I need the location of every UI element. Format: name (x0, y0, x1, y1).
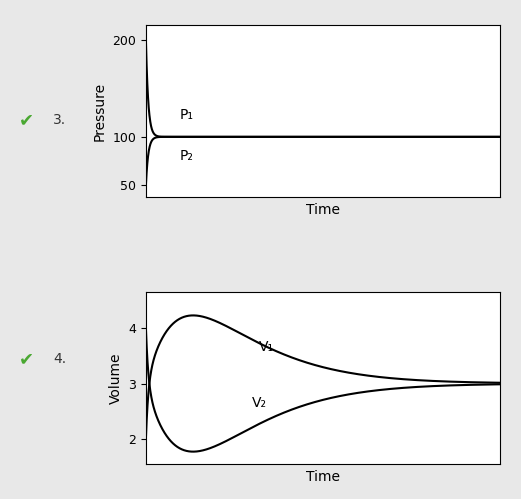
Text: P₁: P₁ (180, 108, 193, 122)
X-axis label: Time: Time (306, 203, 340, 217)
Text: ✔: ✔ (18, 350, 34, 368)
Text: V₂: V₂ (252, 396, 267, 410)
Y-axis label: Pressure: Pressure (93, 81, 107, 141)
Y-axis label: Volume: Volume (109, 352, 123, 404)
Text: V₁: V₁ (259, 340, 275, 354)
Text: 4.: 4. (53, 352, 67, 366)
Text: P₂: P₂ (180, 149, 193, 163)
X-axis label: Time: Time (306, 470, 340, 484)
Text: 3.: 3. (53, 113, 67, 127)
Text: ✔: ✔ (18, 111, 34, 129)
